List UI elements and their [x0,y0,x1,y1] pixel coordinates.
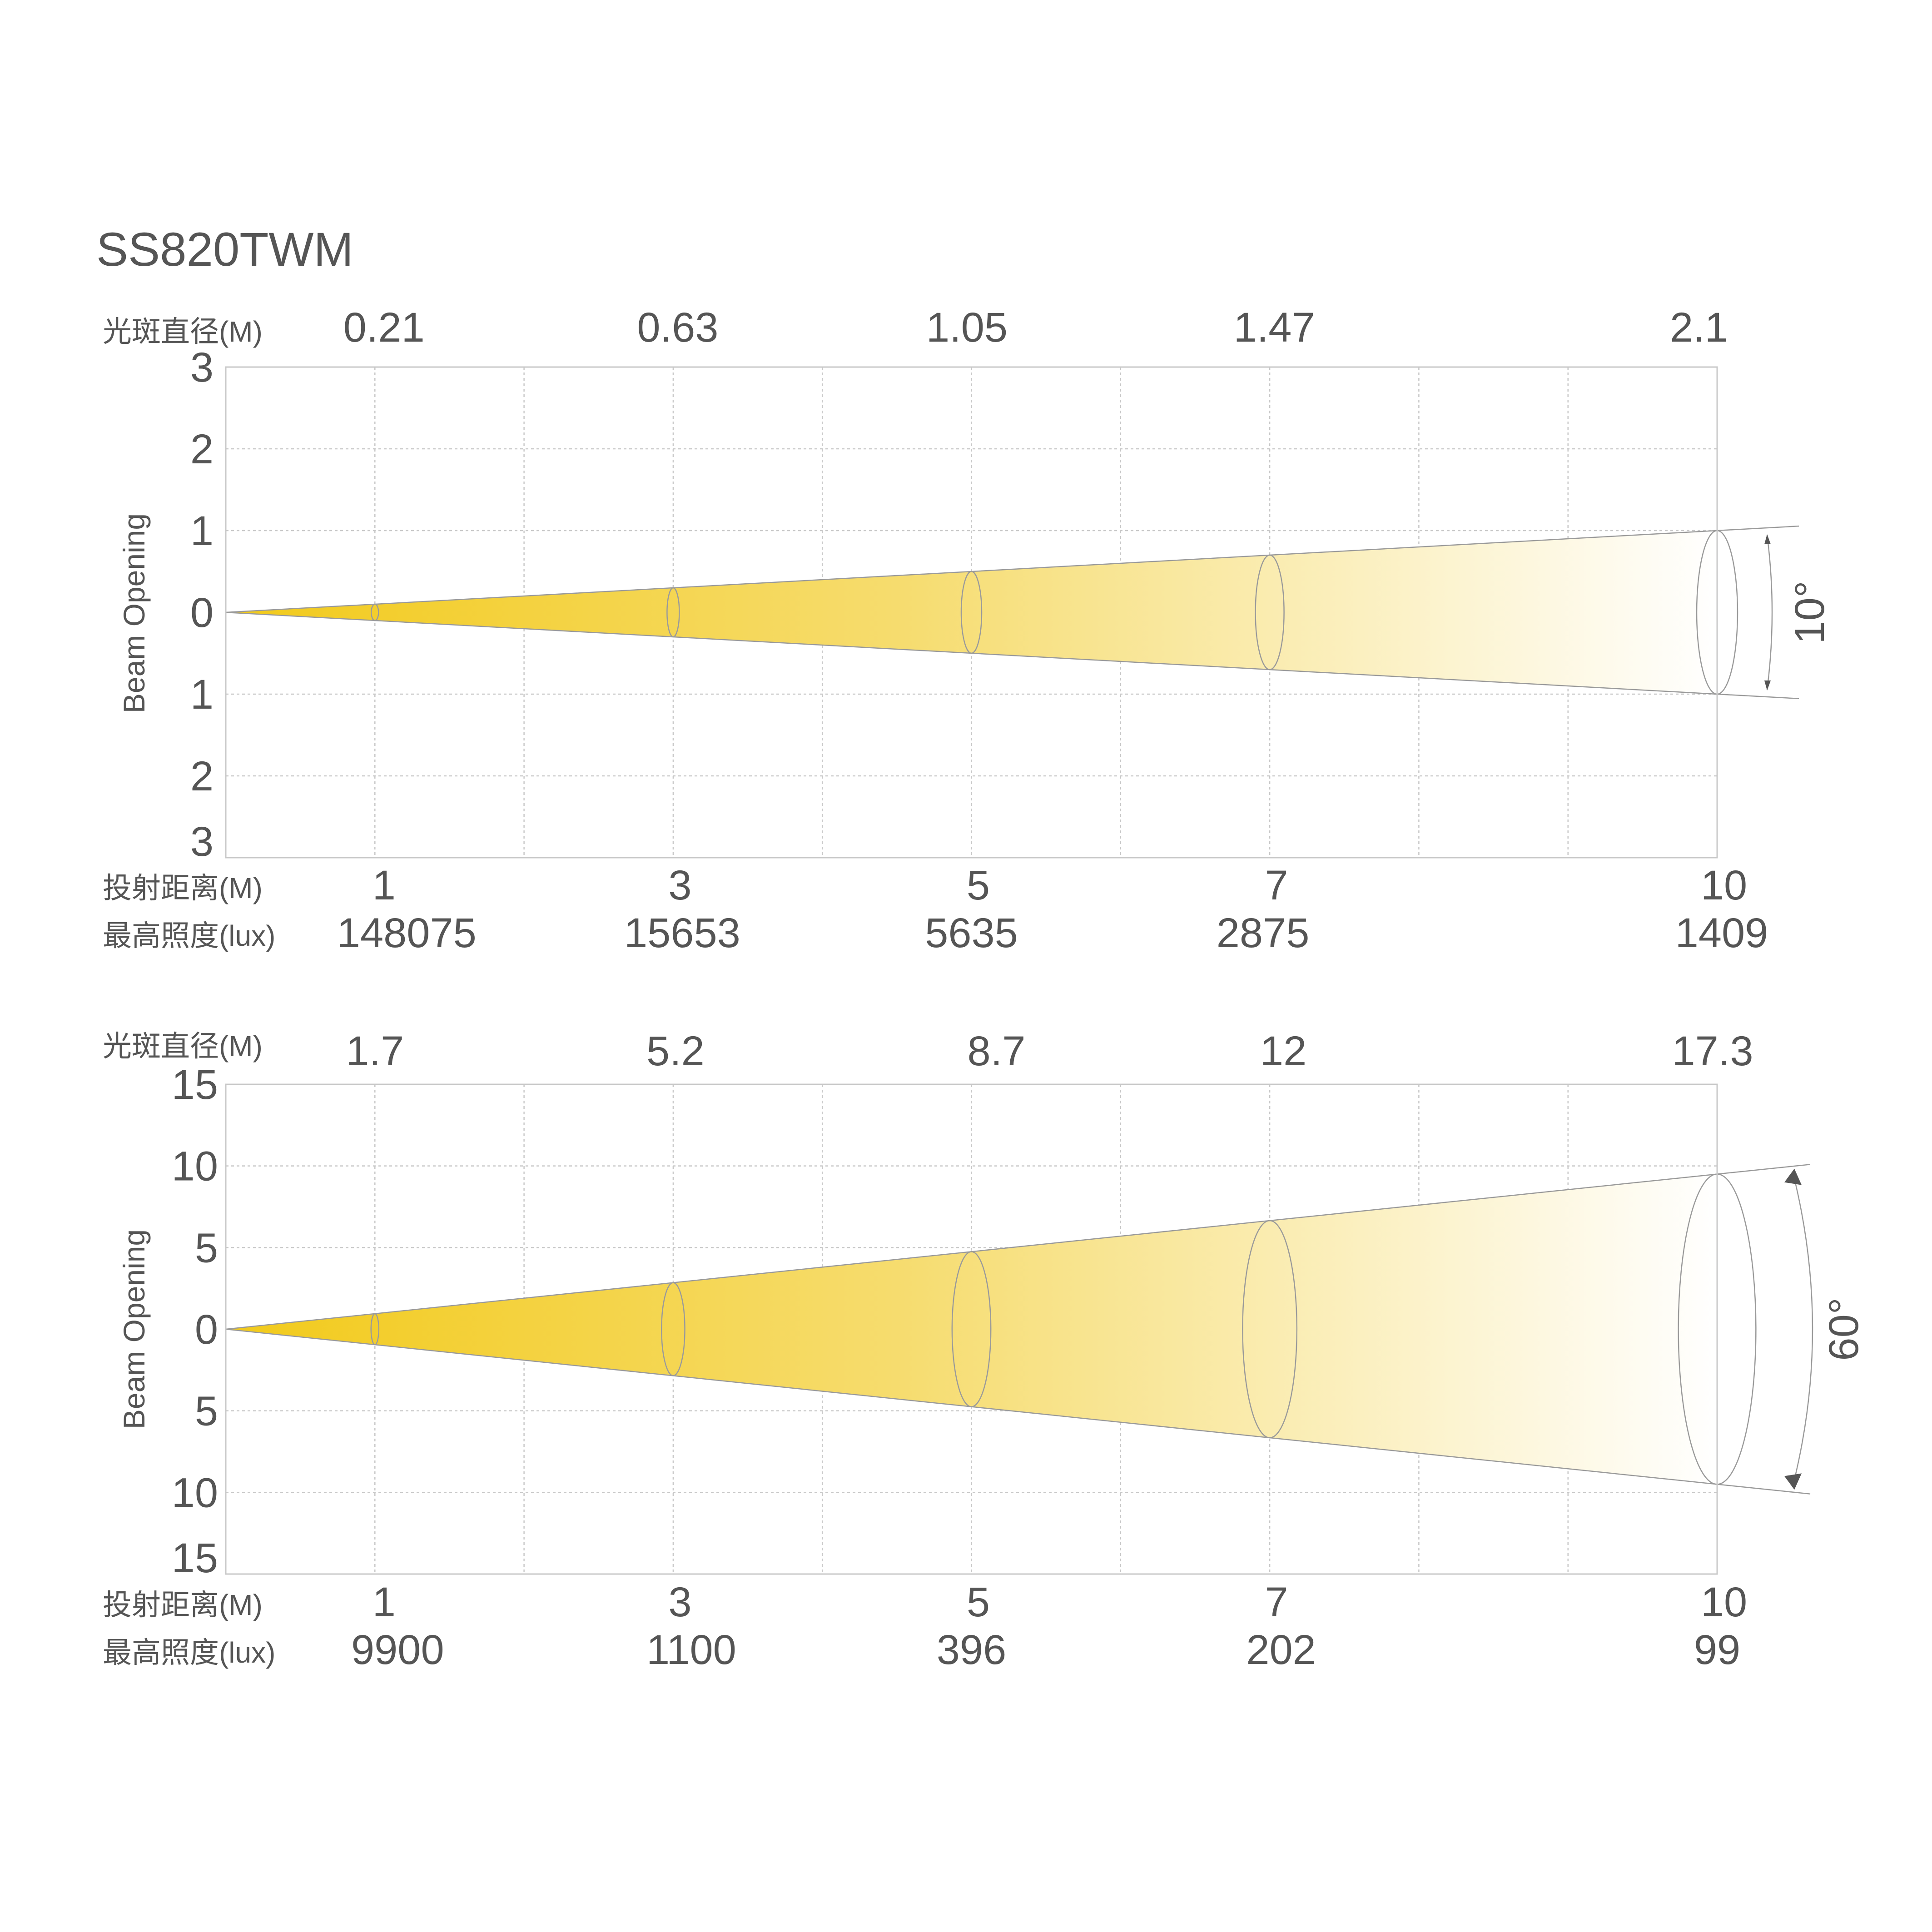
y-tick-label: 0 [190,590,214,636]
beam-section-7m [1255,554,1285,670]
beam-edge-top [225,525,1799,613]
beam-edge-bottom [225,611,1799,700]
chart-1-ylabel: Beam Opening [117,513,151,713]
chart-1-distance-values: 1 3 5 7 10 [372,862,1747,909]
distance-value: 5 [967,1579,990,1625]
chart-1-spot-values: 0.21 0.63 1.05 1.47 2.1 [343,304,1728,351]
lux-value: 1409 [1675,910,1768,956]
spot-diameter-value: 1.05 [926,304,1008,351]
angle-arc [1766,535,1773,690]
chart-1-angle-indicator: 10° [1764,534,1833,690]
distance-value: 1 [372,1579,396,1625]
beam-section-5m [951,1251,992,1407]
beam-section-1m [371,603,379,621]
chart-1-y-ticks: 3 2 1 0 1 2 3 [190,344,214,865]
lux-value: 2875 [1217,910,1310,956]
spot-diameter-value: 0.63 [637,304,718,351]
beam-cone [226,1174,1717,1485]
beam-angle-label: 60° [1821,1297,1867,1361]
distance-value: 1 [372,862,396,909]
y-tick-label: 1 [190,671,214,718]
distance-value: 3 [668,862,691,909]
y-tick-label: 10 [172,1143,218,1190]
lux-value: 148075 [337,910,477,956]
y-tick-label: 5 [195,1388,218,1435]
lux-value: 9900 [351,1627,444,1673]
angle-arc [1793,1178,1813,1480]
chart-1-distance-label: 投射距离(M) [103,872,263,904]
chart-2-distance-values: 1 3 5 7 10 [372,1579,1747,1625]
beam-edge-bottom [225,1328,1811,1495]
y-tick-label: 3 [190,344,214,391]
spot-diameter-value: 12 [1260,1028,1306,1074]
y-tick-label: 0 [195,1306,218,1353]
lux-value: 396 [937,1627,1007,1673]
chart-2-lux-label: 最高照度(lux) [103,1636,275,1669]
chart-1-spot-label: 光斑直径(M) [103,315,263,348]
distance-value: 10 [1701,862,1747,909]
beam-section-3m [666,587,680,638]
model-title: SS820TWM [96,223,353,276]
chart-2-lux-values: 9900 1100 396 202 99 [351,1627,1740,1673]
chart-1-beam [225,525,1799,700]
chart-2-ylabel: Beam Opening [117,1229,151,1429]
lux-value: 1100 [646,1627,736,1673]
spot-diameter-value: 2.1 [1670,304,1728,351]
lux-value: 202 [1246,1627,1316,1673]
y-tick-label: 2 [190,426,214,472]
beam-section-1m [370,1313,380,1346]
spot-diameter-value: 0.21 [343,304,425,351]
y-tick-label: 15 [172,1062,218,1108]
beam-angle-label: 10° [1787,581,1833,644]
chart-2-angle-indicator: 60° [1784,1168,1867,1490]
y-tick-label: 5 [195,1225,218,1271]
beam-section-5m [960,571,983,654]
chart-2-frame [225,1083,1718,1575]
distance-value: 7 [1265,1579,1288,1625]
lux-value: 15653 [624,910,740,956]
beam-section-7m [1242,1220,1298,1439]
chart-1-lux-values: 148075 15653 5635 2875 1409 [337,910,1768,956]
chart-1-frame [225,366,1718,859]
angle-arrow-up-icon [1784,1168,1802,1185]
chart-2-spot-values: 1.7 5.2 8.7 12 17.3 [346,1028,1753,1074]
lux-value: 5635 [925,910,1018,956]
spot-diameter-value: 17.3 [1672,1028,1753,1074]
angle-arrow-down-icon [1784,1473,1802,1490]
spot-diameter-value: 8.7 [968,1028,1026,1074]
spot-diameter-value: 1.47 [1234,304,1315,351]
chart-1-lux-label: 最高照度(lux) [103,919,275,952]
chart-2-y-ticks: 15 10 5 0 5 10 15 [172,1062,218,1581]
beam-edge-top [225,1164,1811,1330]
y-tick-label: 2 [190,753,214,800]
angle-arrow-up-icon [1764,534,1771,544]
y-tick-label: 15 [172,1535,218,1581]
distance-value: 7 [1265,862,1288,909]
y-tick-label: 10 [172,1470,218,1516]
chart-2-distance-label: 投射距离(M) [103,1589,263,1621]
chart-2-spot-label: 光斑直径(M) [103,1030,263,1063]
distance-value: 3 [668,1579,691,1625]
y-tick-label: 3 [190,819,214,865]
spot-diameter-value: 5.2 [646,1028,705,1074]
beam-cone [226,531,1717,694]
y-tick-label: 1 [190,508,214,554]
lux-value: 99 [1694,1627,1740,1673]
distance-value: 10 [1701,1579,1747,1625]
spot-diameter-value: 1.7 [346,1028,404,1074]
angle-arrow-down-icon [1764,680,1771,690]
chart-2-beam [225,1164,1811,1495]
distance-value: 5 [967,862,990,909]
beam-section-3m [661,1282,685,1376]
